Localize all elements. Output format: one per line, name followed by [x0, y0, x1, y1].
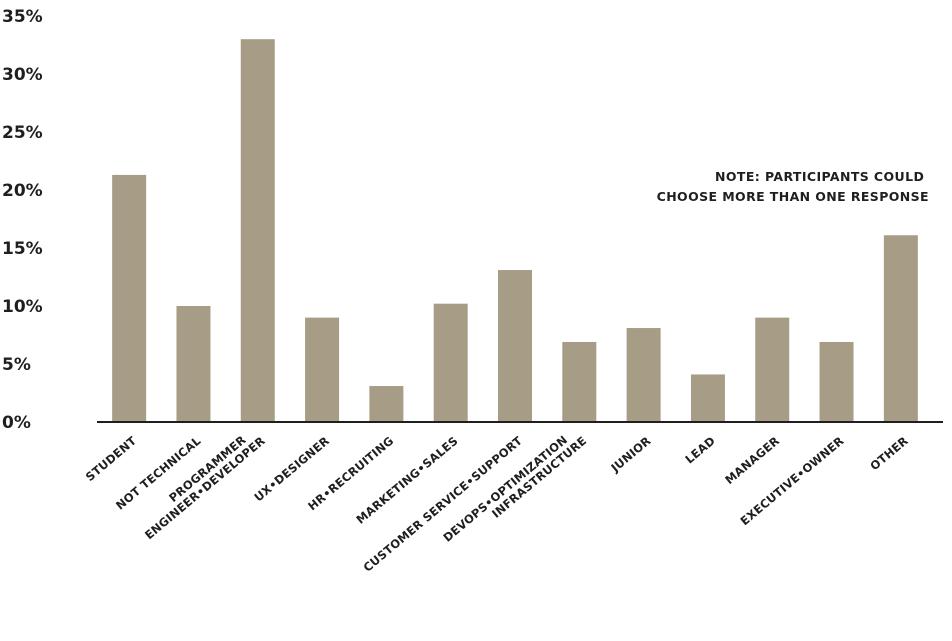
y-tick-label: 10% — [2, 297, 43, 317]
x-category-label-line: EXECUTIVE•OWNER — [738, 434, 847, 529]
bar — [819, 341, 854, 422]
x-category-label: STUDENT — [83, 434, 139, 484]
x-category-label-line: JUNIOR — [607, 434, 653, 476]
chart-note-line-2: CHOOSE MORE THAN ONE RESPONSE — [657, 189, 929, 204]
y-tick-label: 25% — [2, 123, 43, 143]
bar — [369, 386, 404, 422]
bar — [240, 39, 275, 422]
bar — [690, 374, 725, 422]
chart-note: NOTE: PARTICIPANTS COULD CHOOSE MORE THA… — [657, 169, 929, 204]
x-category-label-line: LEAD — [682, 434, 717, 467]
x-category-label: MANAGER — [722, 434, 782, 487]
chart-note-line-1: NOTE: PARTICIPANTS COULD — [715, 169, 924, 184]
bars — [112, 39, 918, 422]
bar — [883, 235, 918, 422]
bar — [433, 303, 468, 422]
bar — [112, 174, 147, 422]
y-tick-label: 0% — [2, 413, 31, 433]
x-category-label-line: MANAGER — [722, 434, 782, 487]
y-tick-label: 5% — [2, 355, 31, 375]
x-category-label: OTHER — [867, 434, 910, 474]
x-category-label: EXECUTIVE•OWNER — [738, 434, 847, 529]
bar — [305, 317, 340, 422]
bar — [176, 306, 211, 422]
x-category-label-line: OTHER — [867, 434, 910, 474]
x-category-label-line: ENGINEER•DEVELOPER — [142, 434, 268, 543]
bar — [498, 270, 532, 422]
y-axis-tick-labels: 0% 5% 10% 15% 20% 25% 30% 35% — [2, 7, 43, 433]
y-tick-label: 30% — [2, 65, 43, 85]
x-category-label: LEAD — [682, 434, 717, 467]
bar — [626, 328, 661, 422]
bar — [755, 317, 790, 422]
y-tick-label: 20% — [2, 181, 43, 201]
bar — [562, 341, 597, 422]
y-tick-label: 35% — [2, 7, 43, 27]
x-category-label-line: STUDENT — [83, 434, 139, 484]
x-category-label: JUNIOR — [607, 434, 653, 476]
y-tick-label: 15% — [2, 239, 43, 259]
